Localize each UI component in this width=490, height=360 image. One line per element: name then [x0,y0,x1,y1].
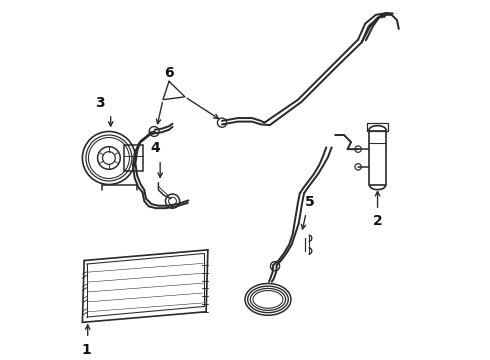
Bar [124,145,143,171]
Bar [368,131,387,185]
Text: 6: 6 [164,66,174,80]
Text: 5: 5 [305,194,315,208]
Text: 4: 4 [150,141,160,155]
Text: 3: 3 [95,96,105,110]
Text: 1: 1 [81,343,91,357]
Text: 2: 2 [373,214,382,228]
